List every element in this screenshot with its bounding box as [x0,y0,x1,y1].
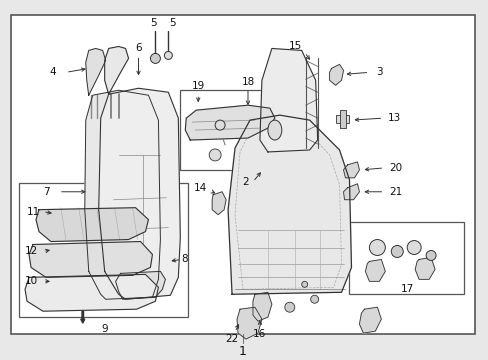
Text: 20: 20 [389,163,402,173]
Polygon shape [36,208,148,242]
Text: 19: 19 [191,81,204,91]
Polygon shape [212,192,225,215]
Bar [335,115,349,123]
Polygon shape [104,46,128,94]
Circle shape [215,120,224,130]
Text: 16: 16 [253,329,266,339]
Text: 9: 9 [101,324,108,334]
Text: 17: 17 [400,284,413,294]
Polygon shape [99,88,180,299]
Bar [19,183,188,317]
Text: 8: 8 [181,255,187,265]
Circle shape [301,282,307,287]
Polygon shape [414,257,434,279]
Circle shape [390,246,403,257]
Polygon shape [115,271,165,299]
Polygon shape [359,307,381,333]
Polygon shape [252,292,271,321]
Text: 10: 10 [24,276,38,286]
Bar [349,222,463,294]
Bar [11,15,474,334]
Ellipse shape [267,120,281,140]
Polygon shape [329,64,343,85]
Text: 5: 5 [169,18,175,28]
Polygon shape [365,260,385,282]
Circle shape [209,149,221,161]
Bar [339,110,345,128]
Text: 22: 22 [225,334,238,344]
Circle shape [310,295,318,303]
Circle shape [407,240,420,255]
Text: 6: 6 [135,44,142,54]
Circle shape [368,239,385,256]
Text: 14: 14 [193,183,206,193]
Text: 15: 15 [288,41,302,51]
Circle shape [425,251,435,260]
Polygon shape [185,105,274,140]
Polygon shape [237,307,262,339]
Polygon shape [84,90,160,299]
Circle shape [150,53,160,63]
Circle shape [284,302,294,312]
Polygon shape [227,115,351,294]
Text: 3: 3 [375,67,382,77]
Text: 7: 7 [42,187,49,197]
Text: 11: 11 [26,207,40,217]
Text: 12: 12 [24,247,38,256]
Polygon shape [29,242,152,277]
Polygon shape [260,49,317,152]
Circle shape [164,51,172,59]
Text: 13: 13 [387,113,400,123]
FancyArrow shape [81,311,84,323]
Polygon shape [25,274,158,311]
Text: 21: 21 [389,187,402,197]
Polygon shape [85,49,105,95]
Text: 4: 4 [49,67,56,77]
Polygon shape [343,162,359,178]
Text: 5: 5 [150,18,157,28]
Bar [180,90,307,170]
Text: 2: 2 [242,177,249,187]
Text: 1: 1 [239,345,246,357]
Text: 18: 18 [241,77,254,87]
Polygon shape [343,184,359,200]
